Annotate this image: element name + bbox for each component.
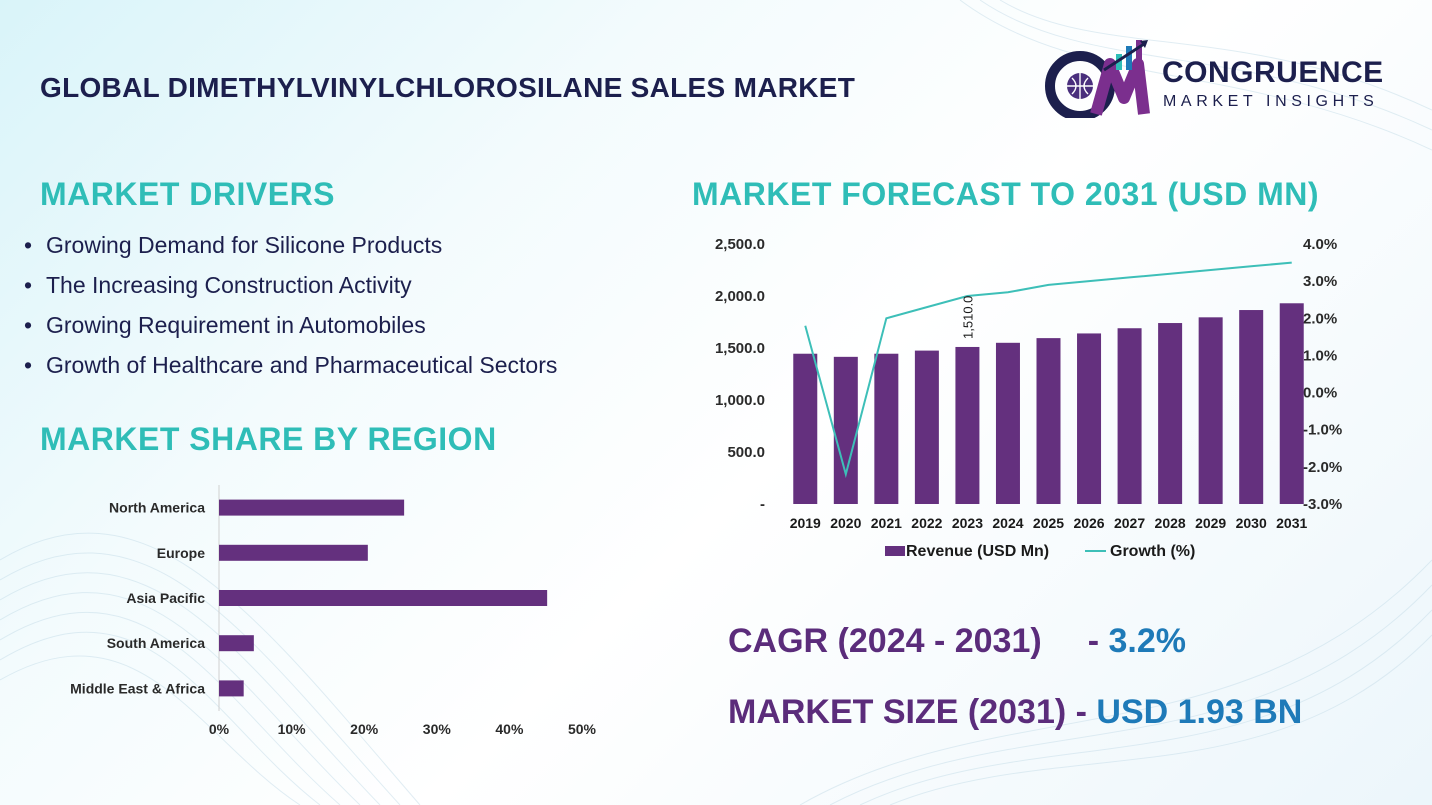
forecast-y-right-tick-label: 3.0% (1303, 273, 1337, 290)
forecast-revenue-bar (1279, 303, 1304, 504)
forecast-y-right-tick-label: 1.0% (1303, 347, 1337, 364)
legend-growth-label: Growth (%) (1110, 543, 1195, 560)
region-x-tick-label: 20% (350, 721, 379, 737)
forecast-x-tick-label: 2030 (1236, 515, 1267, 531)
forecast-combo-chart: - 500.0 1,000.0 1,500.0 2,000.0 2,500.0 -3.0% -… (715, 236, 1342, 560)
forecast-y-left-tick-label: 2,500.0 (715, 236, 765, 253)
region-bar-chart: North America Europe Asia Pacific South Ame… (70, 485, 597, 737)
forecast-x-tick-label: 2031 (1276, 515, 1307, 531)
region-bar (219, 590, 548, 606)
forecast-revenue-bar (995, 342, 1020, 504)
region-x-tick-label: 10% (278, 721, 307, 737)
forecast-x-tick-label: 2026 (1073, 515, 1104, 531)
forecast-revenue-bar (1117, 328, 1142, 504)
forecast-y-right-tick-label: 4.0% (1303, 236, 1337, 253)
region-x-tick-label: 30% (423, 721, 452, 737)
cagr-separator: - (1087, 622, 1109, 660)
driver-item: • The Increasing Construction Activity (24, 272, 557, 312)
forecast-revenue-bar (1036, 338, 1061, 504)
logo-name: CONGRUENCE (1162, 56, 1384, 89)
bullet-icon: • (24, 272, 33, 298)
region-category-label: North America (109, 500, 205, 516)
forecast-revenue-bar (1198, 317, 1223, 504)
region-category-label: South America (107, 635, 205, 651)
drivers-list: • Growing Demand for Silicone Products • T… (24, 232, 557, 392)
logo-tagline: MARKET INSIGHTS (1163, 93, 1379, 110)
forecast-revenue-bar (1158, 323, 1183, 504)
region-x-tick-label: 50% (568, 721, 597, 737)
drivers-title: MARKET DRIVERS (40, 176, 336, 212)
forecast-x-tick-label: 2028 (1155, 515, 1186, 531)
forecast-revenue-bar (955, 346, 980, 504)
forecast-x-tick-label: 2024 (992, 515, 1023, 531)
forecast-revenue-bar (833, 356, 858, 504)
forecast-y-left-tick-label: - (760, 496, 765, 513)
forecast-y-right-tick-label: 0.0% (1303, 385, 1337, 402)
forecast-x-tick-label: 2020 (830, 515, 861, 531)
forecast-y-left-tick-label: 2,000.0 (715, 288, 765, 305)
market-size-value: USD 1.93 BN (1096, 693, 1303, 731)
cagr-label: CAGR (2024 - 2031) (728, 622, 1042, 660)
forecast-title: MARKET FORECAST TO 2031 (USD MN) (692, 176, 1320, 212)
page-title: GLOBAL DIMETHYLVINYLCHLOROSILANE SALES M… (40, 72, 856, 103)
driver-item: • Growing Requirement in Automobiles (24, 312, 557, 352)
region-bar (219, 544, 368, 561)
region-x-tick-label: 0% (209, 721, 230, 737)
market-size-label: MARKET SIZE (2031) (728, 693, 1067, 731)
driver-text: Growing Demand for Silicone Products (46, 232, 443, 258)
forecast-data-label: 1,510.0 (960, 296, 975, 339)
cagr-stat: CAGR (2024 - 2031) - 3.2% (728, 622, 1186, 661)
market-size-separator: - (1066, 693, 1097, 731)
driver-item: • Growing Demand for Silicone Products (24, 232, 557, 272)
forecast-y-right-tick-label: -2.0% (1303, 459, 1342, 476)
forecast-x-tick-label: 2027 (1114, 515, 1145, 531)
region-title: MARKET SHARE BY REGION (40, 421, 497, 457)
forecast-y-left-tick-label: 1,000.0 (715, 392, 765, 409)
region-category-label: Asia Pacific (126, 590, 205, 606)
legend-revenue-swatch (885, 546, 905, 556)
cagr-value: 3.2% (1108, 622, 1186, 660)
forecast-y-left-tick-label: 1,500.0 (715, 340, 765, 357)
forecast-y-left-tick-label: 500.0 (727, 444, 765, 461)
forecast-x-tick-label: 2025 (1033, 515, 1064, 531)
legend-revenue-label: Revenue (USD Mn) (906, 543, 1049, 560)
forecast-x-tick-label: 2029 (1195, 515, 1226, 531)
region-bar (219, 635, 254, 652)
driver-text: Growth of Healthcare and Pharmaceutical … (46, 352, 558, 378)
forecast-x-tick-label: 2023 (952, 515, 983, 531)
region-category-label: Middle East & Africa (70, 680, 205, 696)
forecast-x-tick-label: 2021 (871, 515, 902, 531)
driver-text: Growing Requirement in Automobiles (46, 312, 426, 338)
forecast-y-right-tick-label: -3.0% (1303, 496, 1342, 513)
region-category-label: Europe (157, 545, 205, 561)
forecast-y-right-tick-label: -1.0% (1303, 422, 1342, 439)
region-bar (219, 680, 244, 697)
forecast-revenue-bar (914, 350, 939, 504)
congruence-logo-icon (1045, 40, 1150, 118)
driver-text: The Increasing Construction Activity (46, 272, 412, 298)
forecast-revenue-bar (793, 353, 818, 504)
region-x-tick-label: 40% (495, 721, 524, 737)
forecast-revenue-bar (1077, 333, 1102, 504)
market-size-stat: MARKET SIZE (2031) - USD 1.93 BN (728, 693, 1302, 732)
bullet-icon: • (24, 312, 33, 338)
driver-item: • Growth of Healthcare and Pharmaceutical… (24, 352, 557, 392)
forecast-x-tick-label: 2019 (790, 515, 821, 531)
forecast-growth-line (804, 261, 1292, 479)
region-bar (219, 499, 405, 516)
forecast-y-right-tick-label: 2.0% (1303, 310, 1337, 327)
forecast-revenue-bar (874, 353, 899, 504)
bullet-icon: • (24, 352, 33, 378)
forecast-x-tick-label: 2022 (911, 515, 942, 531)
bullet-icon: • (24, 232, 33, 258)
forecast-revenue-bar (1239, 310, 1264, 504)
